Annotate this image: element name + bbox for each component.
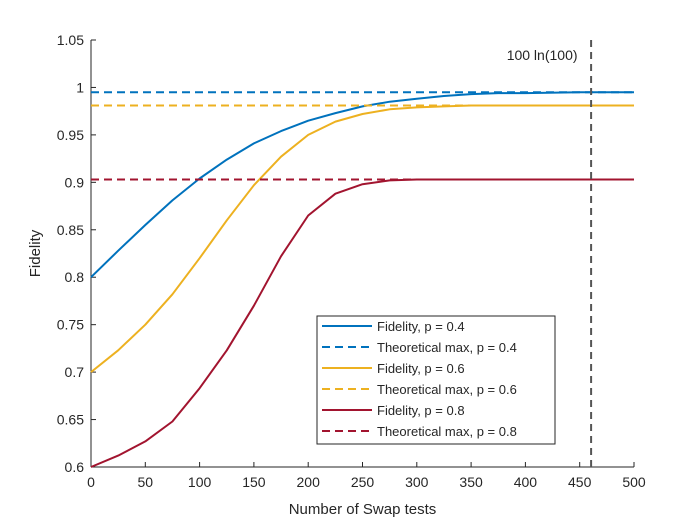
x-tick-label: 450 [568,474,592,490]
y-tick-label: 0.65 [57,412,84,428]
y-tick-label: 0.9 [65,174,85,190]
x-tick-label: 150 [242,474,266,490]
legend-entry-label: Theoretical max, p = 0.6 [377,382,517,397]
y-tick-label: 0.85 [57,222,84,238]
x-tick-label: 50 [138,474,154,490]
legend: Fidelity, p = 0.4 Theoretical max, p = 0.… [316,315,556,445]
legend-entry-label: Fidelity, p = 0.8 [377,403,465,418]
x-tick-label: 250 [351,474,375,490]
x-tick-label: 0 [87,474,95,490]
plot-area: 0 50 100 150 200 250 300 350 400 450 500 0.6 0.65 0.7… [57,32,646,490]
legend-entry-label: Fidelity, p = 0.4 [377,319,465,334]
y-axis-label: Fidelity [27,229,44,277]
series-line-3 [90,104,634,373]
legend-entry-label: Fidelity, p = 0.6 [377,361,465,376]
legend-entry-label: Theoretical max, p = 0.8 [377,424,517,439]
y-tick-label: 0.8 [65,269,85,285]
x-tick-label: 300 [405,474,429,490]
legend-entry-label: Theoretical max, p = 0.4 [377,340,517,355]
legend-box [316,315,556,445]
vertical-line-annotation: 100 ln(100) [507,47,578,63]
x-tick-label: 350 [459,474,483,490]
y-tick-label: 0.6 [65,459,85,475]
y-tick-label: 1 [76,79,84,95]
series-line-5 [90,178,634,468]
x-tick-label: 400 [514,474,538,490]
x-tick-label: 200 [297,474,321,490]
y-tick-label: 0.95 [57,127,84,143]
y-tick-label: 1.05 [57,32,84,48]
x-tick-label: 500 [622,474,646,490]
x-tick-label: 100 [188,474,212,490]
y-tick-label: 0.7 [65,364,85,380]
x-axis-label: Number of Swap tests [289,501,437,518]
y-tick-label: 0.75 [57,317,84,333]
